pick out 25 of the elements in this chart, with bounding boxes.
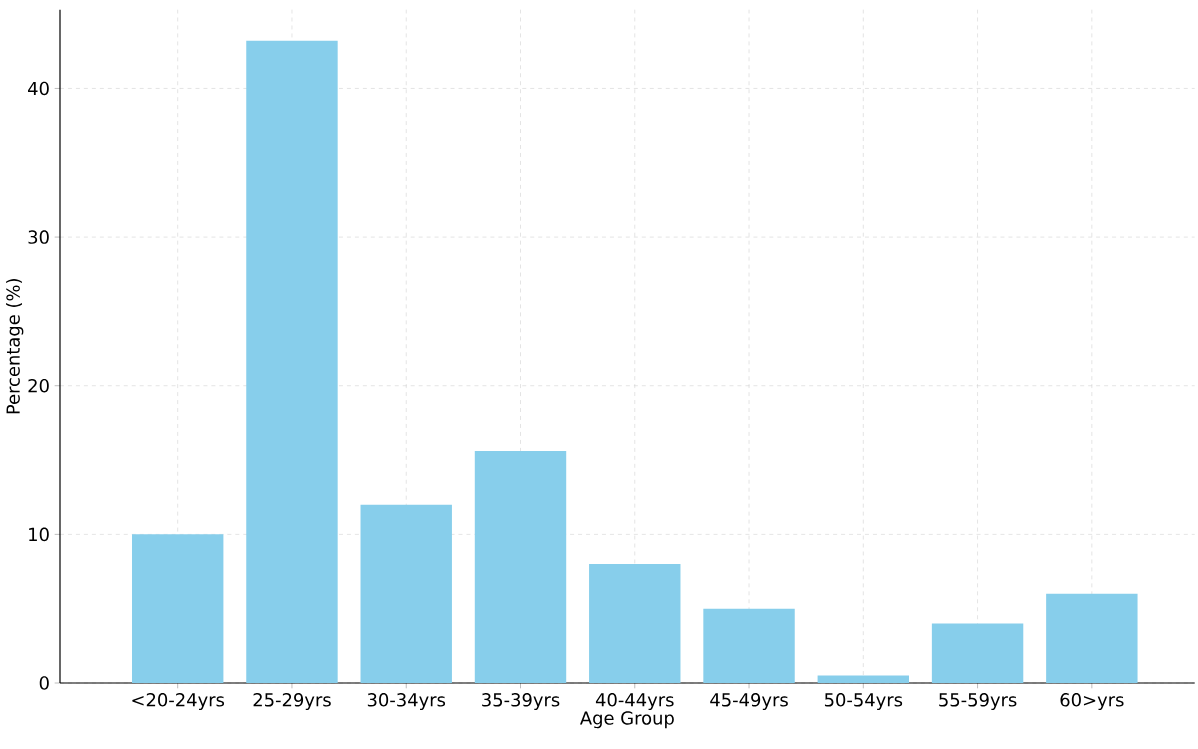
bar (703, 608, 795, 683)
x-tick-label: 25-29yrs (253, 693, 331, 711)
x-axis-title: Age Group (580, 711, 674, 729)
y-tick-label: 40 (28, 81, 49, 96)
y-tick-label: 10 (29, 527, 49, 542)
bar (474, 451, 567, 683)
y-axis-title: Percentage (%) (6, 279, 24, 414)
bar (589, 564, 681, 683)
bar (131, 534, 224, 683)
x-tick-label: 55-59yrs (939, 693, 1017, 711)
x-tick-label: 60>yrs (1060, 693, 1124, 711)
x-tick-label: 45-49yrs (710, 693, 788, 711)
y-tick-label: 0 (39, 676, 49, 690)
bar (817, 675, 910, 683)
x-tick-label: <20-24yrs (132, 693, 225, 711)
x-tick-label: 30-34yrs (367, 693, 446, 711)
bar (246, 40, 338, 683)
x-tick-label: 50-54yrs (824, 693, 903, 711)
bar (360, 504, 452, 683)
bar (931, 623, 1024, 683)
y-tick-label: 30 (28, 230, 49, 244)
x-tick-label: 40-44yrs (595, 693, 674, 711)
x-tick-label: 35-39yrs (482, 693, 560, 711)
y-tick-label: 20 (28, 378, 49, 393)
bar (1046, 593, 1138, 683)
